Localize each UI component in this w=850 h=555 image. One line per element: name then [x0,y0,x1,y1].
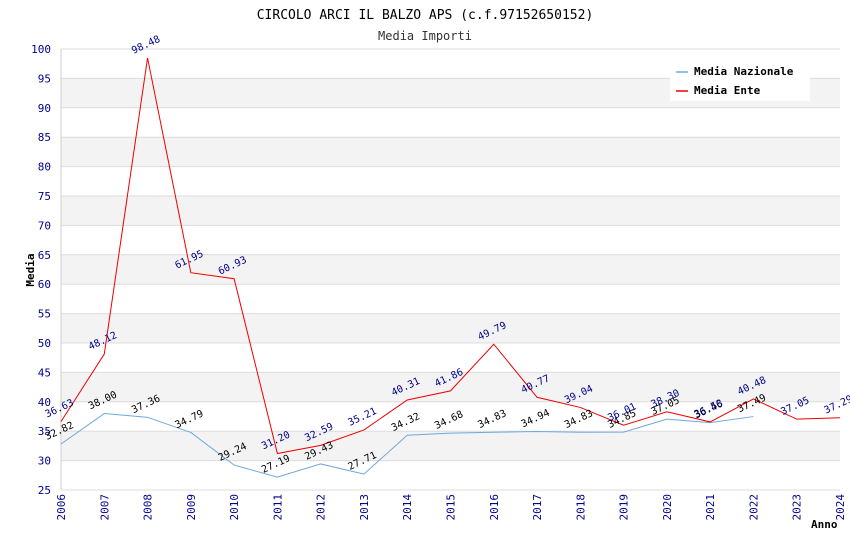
x-tick-label: 2012 [315,494,328,521]
legend-label-media-nazionale: Media Nazionale [694,65,794,78]
band [61,431,840,461]
x-tick-label: 2010 [228,494,241,521]
x-tick-label: 2016 [488,494,501,521]
band [61,343,840,373]
y-tick-label: 75 [38,190,51,203]
x-tick-label: 2018 [574,494,587,521]
y-axis-ticks: 25 30 35 40 45 50 55 60 65 70 75 80 85 90 95 100 [31,43,51,497]
y-tick-label: 35 [38,425,51,438]
band [61,372,840,402]
chart-subtitle: Media Importi [378,29,472,43]
x-axis-ticks: 2006 2007 2008 2009 2010 2011 2012 2013 2014 2015… [55,494,847,521]
y-tick-label: 40 [38,396,51,409]
x-tick-label: 2015 [445,494,458,521]
y-tick-label: 30 [38,455,51,468]
y-tick-label: 90 [38,102,51,115]
legend-box [670,60,810,101]
y-tick-label: 45 [38,366,51,379]
x-tick-label: 2007 [98,494,111,521]
y-tick-label: 25 [38,484,51,497]
band [61,284,840,314]
legend: Media Nazionale Media Ente [670,60,810,101]
x-tick-label: 2017 [531,494,544,521]
x-tick-label: 2022 [747,494,760,521]
x-tick-label: 2014 [401,494,414,521]
x-tick-label: 2020 [661,494,674,521]
x-tick-label: 2009 [185,494,198,521]
band [61,196,840,226]
x-tick-label: 2021 [704,494,717,521]
band [61,401,840,432]
plot-background-bands [61,49,840,490]
band [61,137,840,167]
x-tick-label: 2008 [142,494,155,521]
x-tick-label: 2023 [791,494,804,521]
y-tick-label: 65 [38,249,51,262]
x-tick-label: 2011 [271,494,284,521]
y-tick-label: 50 [38,337,51,350]
band [61,107,840,138]
band [61,225,840,255]
x-tick-label: 2024 [834,494,847,521]
series-lines [60,57,841,478]
y-tick-label: 60 [38,278,51,291]
band [61,166,840,196]
y-tick-label: 55 [38,308,51,321]
y-tick-label: 80 [38,161,51,174]
x-tick-label: 2019 [618,494,631,521]
y-tick-label: 85 [38,131,51,144]
band [61,460,840,490]
legend-label-media-ente: Media Ente [694,84,761,97]
y-tick-label: 100 [31,43,51,56]
band [61,254,840,285]
y-tick-label: 70 [38,219,51,232]
series-line-media-ente [60,57,841,455]
series-line-media-nazionale [60,413,754,478]
chart-title: CIRCOLO ARCI IL BALZO APS (c.f.971526501… [257,8,594,23]
x-tick-label: 2013 [358,494,371,521]
band [61,313,840,343]
x-axis-label: Anno [811,518,838,531]
x-tick-label: 2006 [55,494,68,521]
y-tick-label: 95 [38,72,51,85]
y-axis-label: Media [24,253,37,286]
